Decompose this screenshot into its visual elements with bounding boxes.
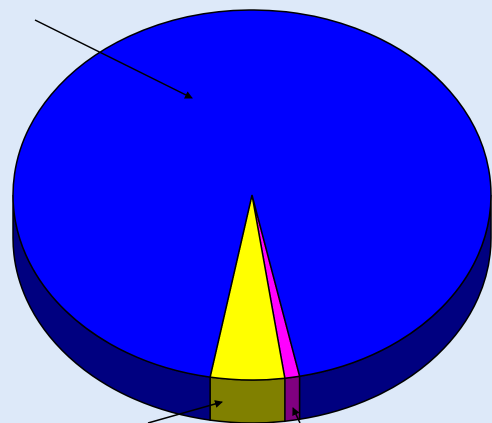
pie bbox=[12, 9, 492, 423]
slice-side bbox=[209, 376, 286, 423]
slice-side bbox=[284, 375, 301, 423]
pointer-arrow bbox=[34, 19, 193, 99]
slice bbox=[12, 9, 492, 378]
pointer-arrow bbox=[147, 400, 223, 423]
pointer-arrow bbox=[292, 407, 301, 423]
